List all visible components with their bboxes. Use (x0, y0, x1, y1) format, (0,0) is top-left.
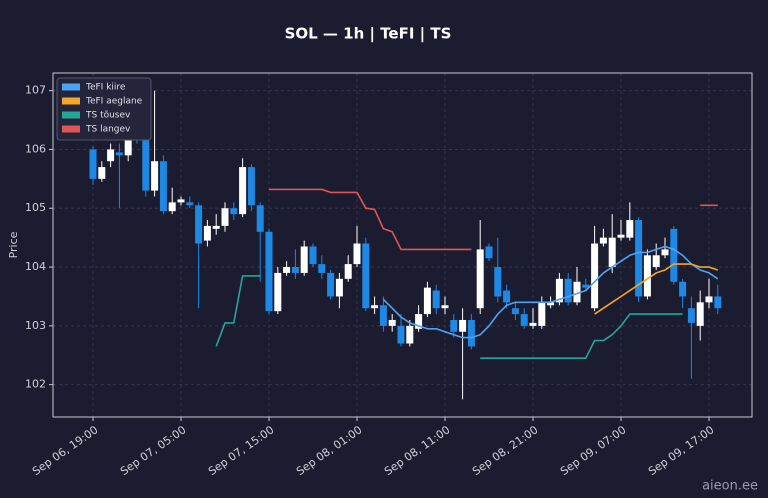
candle-body (344, 264, 352, 279)
candle-body (230, 208, 238, 215)
y-tick-label: 104 (25, 260, 46, 273)
legend-label: TS tõusev (85, 111, 131, 121)
candle-body (520, 314, 528, 326)
candle-body (503, 290, 511, 303)
candle-body (538, 302, 546, 326)
candle-body (221, 208, 229, 226)
candle-body (327, 272, 335, 297)
candle-body (142, 137, 150, 191)
candle-body (353, 243, 361, 265)
candle-body (177, 199, 185, 203)
candle-body (195, 205, 203, 244)
candle-body (406, 325, 414, 344)
legend-label: TeFI aeglane (85, 97, 143, 107)
chart-title: SOL — 1h | TeFI | TS (285, 25, 452, 44)
candle-body (432, 290, 440, 309)
candle-body (459, 319, 467, 332)
marks (89, 90, 722, 400)
candle-body (687, 308, 695, 323)
candle-body (511, 308, 519, 315)
indicator-line (269, 188, 718, 251)
candle-body (617, 234, 625, 238)
candle-body (608, 237, 616, 268)
candle-body (379, 305, 387, 326)
candle-body (335, 278, 343, 297)
candle-body (318, 264, 326, 273)
candle-body (626, 220, 634, 238)
y-tick-label: 103 (25, 319, 46, 332)
y-tick-label: 106 (25, 142, 46, 155)
candle-body (212, 225, 220, 229)
candle-body (415, 314, 423, 329)
candle-body (159, 161, 167, 212)
candle-body (362, 243, 370, 309)
candle-body (115, 152, 123, 156)
legend-box (56, 77, 152, 141)
candle-body (89, 149, 97, 179)
legend-label: TeFI kiire (85, 83, 126, 93)
candle-body (696, 302, 704, 326)
legend-swatch (62, 97, 80, 105)
plot-frame (52, 72, 753, 418)
candle-body (283, 267, 291, 273)
candle-body (291, 267, 299, 273)
candle-body (476, 249, 484, 309)
candle-body (573, 281, 581, 303)
candle-body (635, 220, 643, 297)
indicator-line (594, 263, 719, 315)
y-tick-label: 102 (25, 378, 46, 391)
candle-body (274, 272, 282, 312)
candle-body (371, 305, 379, 309)
candle-body (591, 243, 599, 309)
candle-body (467, 319, 475, 347)
indicator-line (382, 245, 719, 339)
y-tick-label: 105 (25, 201, 46, 214)
candle-body (679, 281, 687, 297)
y-axis-label: Price (7, 231, 20, 258)
candle-body (652, 255, 660, 268)
candle-body (582, 284, 590, 288)
candle-body (124, 137, 132, 156)
candle-body (256, 205, 264, 232)
candle-body (309, 246, 317, 265)
candle-body (247, 167, 255, 206)
candle-body (547, 302, 555, 306)
legend-swatch (62, 83, 80, 91)
candle-body (670, 228, 678, 282)
candle-body (441, 305, 449, 309)
candle-body (98, 167, 106, 179)
candle-body (265, 231, 273, 312)
indicator-line (215, 275, 683, 359)
candle-body (705, 296, 713, 303)
candle-body (239, 167, 247, 215)
candle-body (397, 325, 405, 344)
candle-body (555, 278, 563, 303)
candle-body (494, 267, 502, 297)
legend-swatch (62, 111, 80, 119)
candle-body (388, 319, 396, 326)
candle-body (564, 278, 572, 303)
candle-body (643, 255, 651, 297)
candle-body (151, 161, 159, 191)
candle-body (107, 149, 115, 162)
legend: TeFI kiire TeFI aeglane TS tõusev TS langev (56, 77, 152, 141)
candle-body (485, 246, 493, 259)
legend-label: TS langev (85, 125, 131, 135)
candle-body (203, 225, 211, 241)
legend-swatch (62, 125, 80, 133)
candle-body (168, 202, 176, 212)
candle-body (661, 249, 669, 256)
candle-body (186, 202, 194, 206)
candle-body (599, 237, 607, 244)
watermark: aieon.ee (702, 479, 758, 494)
candle-body (450, 319, 458, 332)
candle-body (423, 287, 431, 315)
y-tick-label: 107 (25, 84, 46, 97)
candle-body (714, 296, 722, 309)
candle-body (300, 246, 308, 273)
candle-body (529, 322, 537, 326)
